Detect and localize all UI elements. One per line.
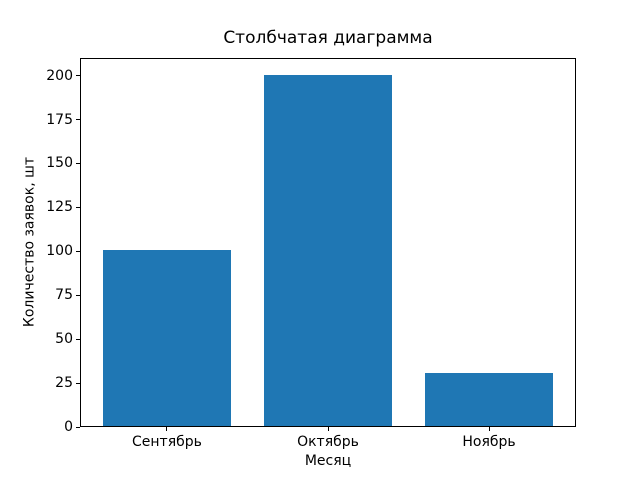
y-tick-mark xyxy=(76,75,80,77)
x-tick-label: Ноябрь xyxy=(462,434,516,450)
y-tick-label: 50 xyxy=(55,331,73,348)
bar xyxy=(424,373,554,426)
y-axis-label: Количество заявок, шт xyxy=(21,156,38,328)
y-tick-label: 25 xyxy=(55,375,73,392)
bar xyxy=(102,250,232,426)
y-tick-label: 150 xyxy=(46,155,73,172)
y-tick-mark xyxy=(76,426,80,428)
chart-title: Столбчатая диаграмма xyxy=(223,28,433,48)
y-tick-mark xyxy=(76,294,80,296)
y-tick-mark xyxy=(76,338,80,340)
y-tick-mark xyxy=(76,206,80,208)
x-tick-mark xyxy=(488,427,490,431)
y-tick-label: 200 xyxy=(46,67,73,84)
x-tick-mark xyxy=(327,427,329,431)
y-tick-label: 175 xyxy=(46,111,73,128)
x-tick-label: Октябрь xyxy=(297,434,359,450)
x-tick-label: Сентябрь xyxy=(132,434,202,450)
y-tick-mark xyxy=(76,382,80,384)
y-tick-label: 125 xyxy=(46,199,73,216)
y-tick-label: 75 xyxy=(55,287,73,304)
x-tick-mark xyxy=(166,427,168,431)
y-tick-mark xyxy=(76,119,80,120)
y-tick-mark xyxy=(76,250,80,252)
y-tick-mark xyxy=(76,162,80,164)
x-axis-label: Месяц xyxy=(304,453,352,469)
plot-area xyxy=(80,58,576,427)
bar xyxy=(263,74,393,426)
y-tick-label: 100 xyxy=(46,243,73,260)
y-tick-label: 0 xyxy=(64,419,73,435)
